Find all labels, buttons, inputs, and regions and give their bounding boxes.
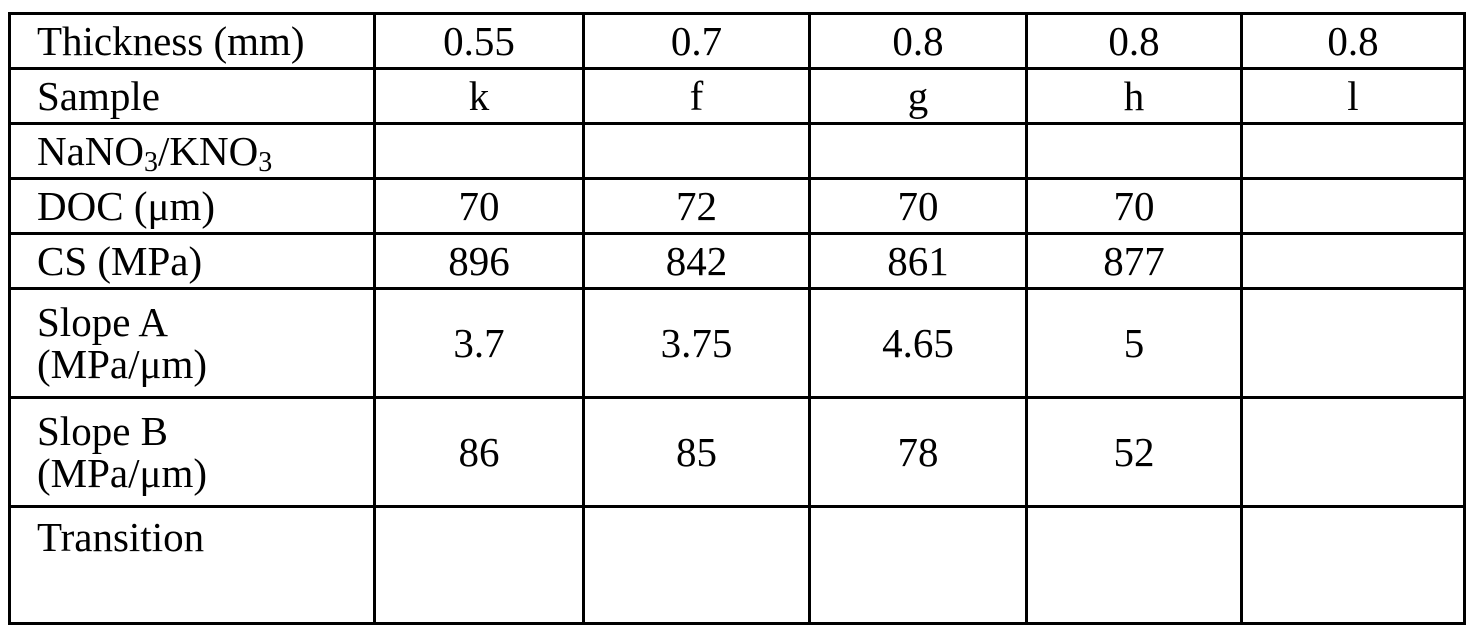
- row-label: DOC (μm): [10, 179, 375, 234]
- table-cell: 78: [810, 398, 1027, 507]
- table-cell: 4.65: [810, 289, 1027, 398]
- table-cell: 3.75: [584, 289, 810, 398]
- row-label-line: (MPa/μm): [37, 343, 373, 385]
- row-label: Sample: [10, 69, 375, 124]
- table-row: Slope A(MPa/μm)3.73.754.655: [10, 289, 1465, 398]
- table-cell: 0.55: [375, 14, 584, 69]
- table-cell: [1027, 124, 1242, 179]
- table-cell: 85: [584, 398, 810, 507]
- table-cell: [375, 507, 584, 624]
- row-label: Transition: [10, 507, 375, 624]
- row-label: CS (MPa): [10, 234, 375, 289]
- table-cell: 861: [810, 234, 1027, 289]
- table-cell: 0.8: [1242, 14, 1465, 69]
- row-label: NaNO3/KNO3: [10, 124, 375, 179]
- table-cell: 0.7: [584, 14, 810, 69]
- table-row: Samplekfghl: [10, 69, 1465, 124]
- table-cell: 3.7: [375, 289, 584, 398]
- table-row: Thickness (mm)0.550.70.80.80.8: [10, 14, 1465, 69]
- row-label-part: 3: [258, 147, 272, 178]
- table-row: DOC (μm)70727070: [10, 179, 1465, 234]
- row-label: Thickness (mm): [10, 14, 375, 69]
- row-label: Slope A(MPa/μm): [10, 289, 375, 398]
- table-cell: [375, 124, 584, 179]
- table-cell: [1242, 398, 1465, 507]
- table-cell: [810, 124, 1027, 179]
- data-table: Thickness (mm)0.550.70.80.80.8Samplekfgh…: [8, 12, 1466, 625]
- table-row: NaNO3/KNO3: [10, 124, 1465, 179]
- table-cell: [584, 507, 810, 624]
- table-cell: f: [584, 69, 810, 124]
- table-cell: [810, 507, 1027, 624]
- table-cell: 842: [584, 234, 810, 289]
- table-cell: k: [375, 69, 584, 124]
- table-cell: 70: [810, 179, 1027, 234]
- table-cell: 5: [1027, 289, 1242, 398]
- table-cell: l: [1242, 69, 1465, 124]
- table-cell: 0.8: [1027, 14, 1242, 69]
- table-cell: 877: [1027, 234, 1242, 289]
- row-label: Slope B(MPa/μm): [10, 398, 375, 507]
- table-row: Transition: [10, 507, 1465, 624]
- table-cell: 0.8: [810, 14, 1027, 69]
- table-cell: g: [810, 69, 1027, 124]
- table-row: Slope B(MPa/μm)86857852: [10, 398, 1465, 507]
- row-label-line: Slope B: [37, 410, 373, 452]
- table-cell: 86: [375, 398, 584, 507]
- table-cell: [1242, 507, 1465, 624]
- table-cell: [1027, 507, 1242, 624]
- table-cell: [1242, 289, 1465, 398]
- table-cell: 70: [1027, 179, 1242, 234]
- table-cell: [1242, 234, 1465, 289]
- table-cell: [1242, 124, 1465, 179]
- table-cell: 52: [1027, 398, 1242, 507]
- table-cell: [584, 124, 810, 179]
- table-cell: 70: [375, 179, 584, 234]
- table-row: CS (MPa)896842861877: [10, 234, 1465, 289]
- row-label-part: 3: [144, 147, 158, 178]
- table-cell: 896: [375, 234, 584, 289]
- row-label-part: /KNO: [158, 128, 258, 174]
- row-label-line: (MPa/μm): [37, 452, 373, 494]
- row-label-part: NaNO: [37, 128, 144, 174]
- table-cell: [1242, 179, 1465, 234]
- row-label-line: Slope A: [37, 301, 373, 343]
- table-cell: 72: [584, 179, 810, 234]
- table-cell: h: [1027, 69, 1242, 124]
